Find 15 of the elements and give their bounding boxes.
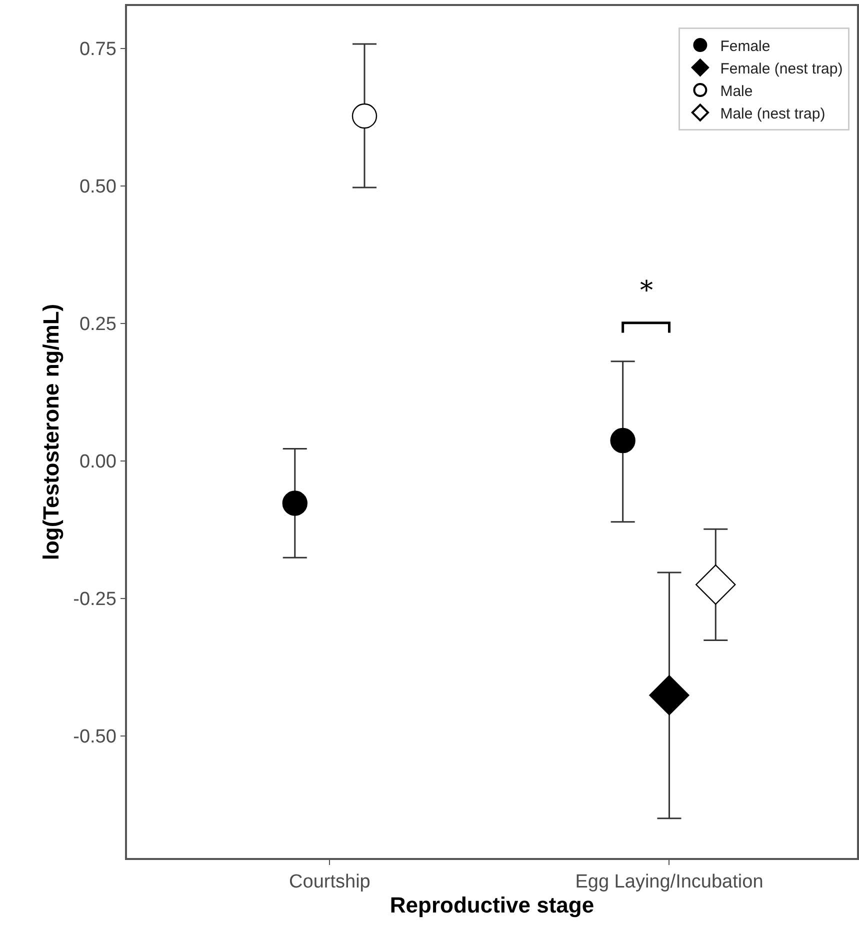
legend-label: Male xyxy=(720,82,753,100)
annotation: * xyxy=(640,276,653,306)
y-axis-title: log(Testosterone ng/mL) xyxy=(38,304,64,560)
x-tick-label: Egg Laying/Incubation xyxy=(575,872,764,893)
y-tick-label: 0.50 xyxy=(79,176,116,198)
legend-label: Female xyxy=(720,38,770,55)
y-tick-label: 0.25 xyxy=(79,314,116,336)
x-axis-title: Reproductive stage xyxy=(390,892,594,918)
legend-label: Female (nest trap) xyxy=(720,60,843,78)
legend-label: Male (nest trap) xyxy=(720,105,826,122)
y-tick-label: -0.25 xyxy=(73,589,116,610)
y-tick-label: 0.00 xyxy=(79,452,116,473)
x-tick-label: Courtship xyxy=(289,872,370,893)
y-tick-label: 0.75 xyxy=(79,39,116,60)
y-tick-label: -0.50 xyxy=(73,726,116,748)
